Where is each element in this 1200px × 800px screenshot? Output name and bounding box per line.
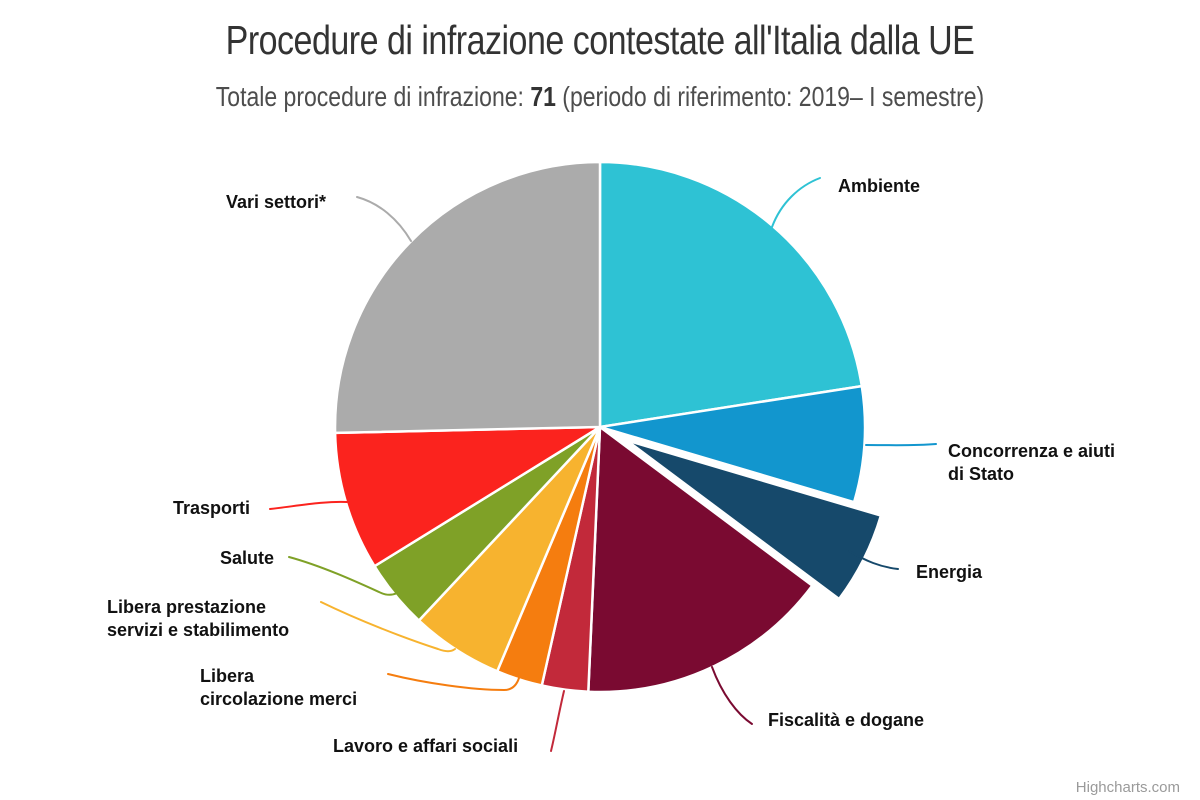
subtitle-suffix: (periodo di riferimento: 2019– I semestr… <box>555 81 985 113</box>
data-label: servizi e stabilimento <box>107 620 289 640</box>
label-connector-3 <box>848 550 899 570</box>
data-label: Salute <box>220 548 274 568</box>
data-label: Energia <box>916 562 983 582</box>
label-connector-9 <box>269 500 348 510</box>
chart-title: Procedure di infrazione contestate all'I… <box>225 18 975 64</box>
pie-slice-vari-settori[interactable] <box>333 160 602 435</box>
label-connector-2 <box>865 443 937 447</box>
pie-slice-concorrenza-e-aiuti-di-stato[interactable] <box>598 384 867 504</box>
pie-slice-fiscalit-e-dogane[interactable] <box>587 425 814 694</box>
data-label: Libera prestazione <box>107 597 266 617</box>
label-connector-6 <box>387 673 520 692</box>
pie-slice-ambiente[interactable] <box>598 160 864 429</box>
data-label: Ambiente <box>838 176 920 196</box>
chart-subtitle: Totale procedure di infrazione: 71 (peri… <box>0 81 1200 113</box>
label-connector-4 <box>711 666 753 725</box>
subtitle-total-value: 71 <box>530 81 556 113</box>
data-label: circolazione merci <box>200 689 357 709</box>
label-connector-5 <box>550 690 565 752</box>
data-label: di Stato <box>948 464 1014 484</box>
data-label: Trasporti <box>173 498 250 518</box>
data-label: Libera <box>200 666 255 686</box>
highcharts-credit-link[interactable]: Highcharts.com <box>1075 779 1180 796</box>
data-label: Vari settori* <box>226 192 326 212</box>
label-connector-8 <box>288 556 398 596</box>
data-label: Concorrenza e aiuti <box>948 441 1115 461</box>
label-connector-7 <box>320 601 456 653</box>
data-label: Fiscalità e dogane <box>768 710 924 730</box>
data-label: Lavoro e affari sociali <box>333 736 518 756</box>
label-connector-10 <box>356 196 412 242</box>
subtitle-prefix: Totale procedure di infrazione: <box>215 81 531 113</box>
label-connector-1 <box>771 177 821 228</box>
